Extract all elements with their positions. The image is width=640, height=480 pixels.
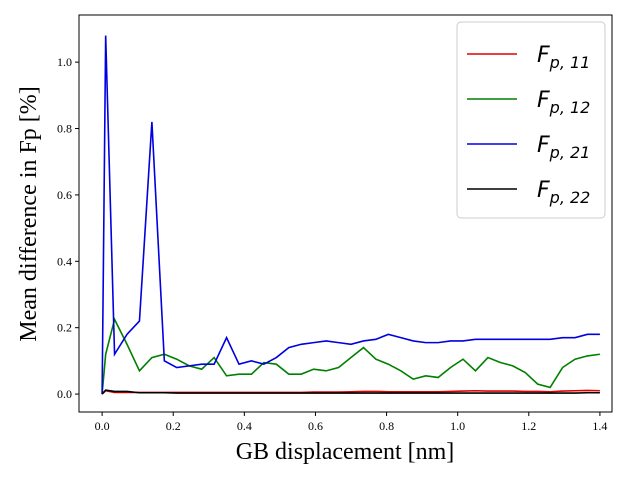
x-tick-label: 0.4 (237, 419, 252, 433)
data-line (101, 317, 601, 395)
x-tick-label: 1.4 (592, 419, 607, 433)
y-tick-label: 0.6 (57, 188, 72, 202)
x-tick-label: 0.8 (379, 419, 394, 433)
x-tick-label: 0.0 (95, 419, 110, 433)
x-tick-label: 1.2 (521, 419, 536, 433)
x-tick-label: 0.2 (166, 419, 181, 433)
y-axis-label: Mean difference in Fp [%] (16, 86, 42, 341)
legend-label: Fp, 11 (537, 43, 590, 72)
x-tick-label: 1.0 (450, 419, 465, 433)
y-tick-label: 0.2 (57, 321, 72, 335)
y-tick-label: 0.0 (57, 387, 72, 401)
legend-label: Fp, 21 (537, 133, 590, 162)
plot-frame (78, 14, 613, 413)
y-tick-label: 0.4 (57, 254, 72, 268)
x-tick-label: 0.6 (308, 419, 323, 433)
legend-box (456, 21, 606, 219)
legend-label: Fp, 12 (537, 88, 590, 117)
y-tick-label: 0.8 (57, 122, 72, 136)
data-line (101, 35, 600, 395)
legend-label: Fp, 22 (537, 178, 590, 207)
data-line (101, 389, 600, 395)
y-tick-label: 1.0 (57, 55, 72, 69)
x-axis-label: GB displacement [nm] (236, 439, 455, 465)
